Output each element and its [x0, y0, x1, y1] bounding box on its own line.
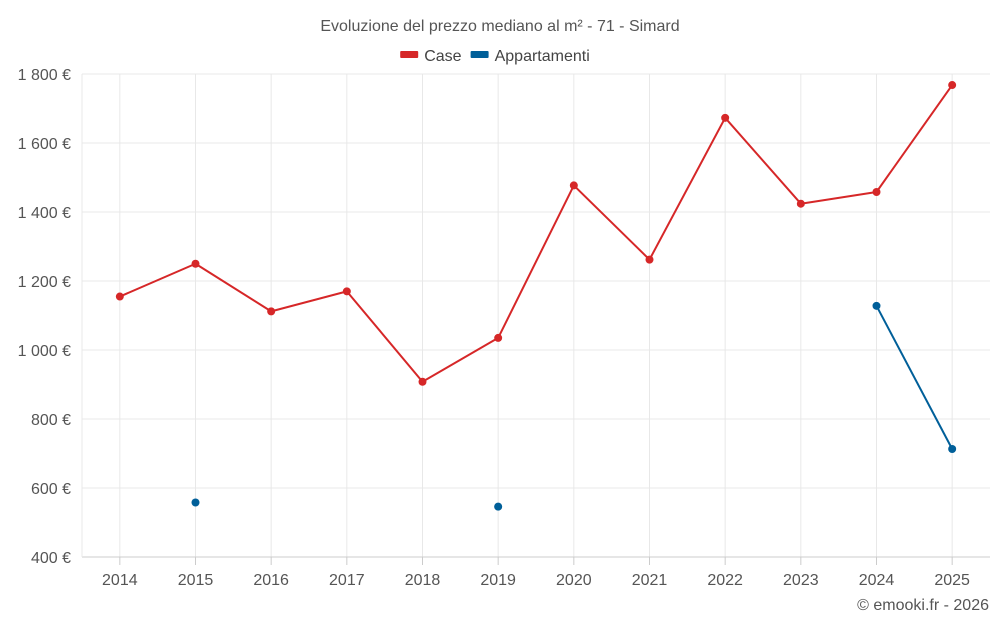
x-tick-label: 2023	[783, 572, 819, 589]
y-tick-label: 1 800 €	[18, 67, 71, 84]
x-tick-label: 2014	[102, 572, 138, 589]
x-tick-label: 2021	[632, 572, 668, 589]
legend-swatch-case	[400, 51, 419, 58]
data-point-case[interactable]	[569, 181, 578, 190]
legend-swatch-appartamenti	[470, 51, 489, 58]
x-tick-label: 2018	[405, 572, 441, 589]
axes: 400 € 600 € 800 € 1 000 € 1 200 € 1 400 € 1 60…	[18, 67, 990, 589]
data-point-case[interactable]	[418, 377, 427, 386]
x-tick-label: 2020	[556, 572, 592, 589]
chart-title: Evoluzione del prezzo mediano al m² - 71…	[320, 18, 679, 35]
data-point-appartamenti[interactable]	[948, 445, 957, 454]
x-tick-label: 2022	[707, 572, 743, 589]
data-point-case[interactable]	[342, 287, 351, 296]
x-tick-label: 2016	[253, 572, 289, 589]
data-point-case[interactable]	[267, 307, 276, 316]
series-line-appartamenti	[875, 305, 954, 450]
y-tick-label: 1 400 €	[18, 205, 71, 222]
y-tick-label: 600 €	[31, 481, 71, 498]
data-point-appartamenti[interactable]	[494, 502, 503, 511]
data-point-case[interactable]	[494, 333, 503, 342]
data-point-case[interactable]	[948, 81, 957, 90]
data-point-appartamenti[interactable]	[872, 301, 881, 310]
x-tick-label: 2024	[859, 572, 895, 589]
x-tick-label: 2015	[178, 572, 214, 589]
y-tick-label: 1 600 €	[18, 136, 71, 153]
legend-label-appartamenti: Appartamenti	[495, 48, 590, 65]
legend-item-case[interactable]: Case	[400, 48, 462, 65]
y-tick-label: 400 €	[31, 550, 71, 567]
legend-label-case: Case	[424, 48, 461, 65]
data-point-appartamenti[interactable]	[191, 498, 200, 507]
data-point-case[interactable]	[645, 255, 654, 264]
data-point-case[interactable]	[872, 187, 881, 196]
grid	[82, 73, 990, 557]
legend: Case Appartamenti	[400, 48, 590, 65]
legend-item-appartamenti[interactable]: Appartamenti	[470, 48, 590, 65]
y-tick-label: 1 000 €	[18, 343, 71, 360]
y-tick-label: 800 €	[31, 412, 71, 429]
credit-text: © emooki.fr - 2026	[857, 597, 989, 614]
series-line-case	[119, 84, 953, 383]
y-tick-label: 1 200 €	[18, 274, 71, 291]
x-tick-label: 2019	[480, 572, 516, 589]
x-tick-label: 2017	[329, 572, 365, 589]
data-point-case[interactable]	[191, 259, 200, 268]
data-point-case[interactable]	[796, 199, 805, 208]
data-point-case[interactable]	[721, 113, 730, 122]
x-tick-label: 2025	[934, 572, 970, 589]
data-point-case[interactable]	[115, 292, 124, 301]
series	[115, 81, 957, 511]
